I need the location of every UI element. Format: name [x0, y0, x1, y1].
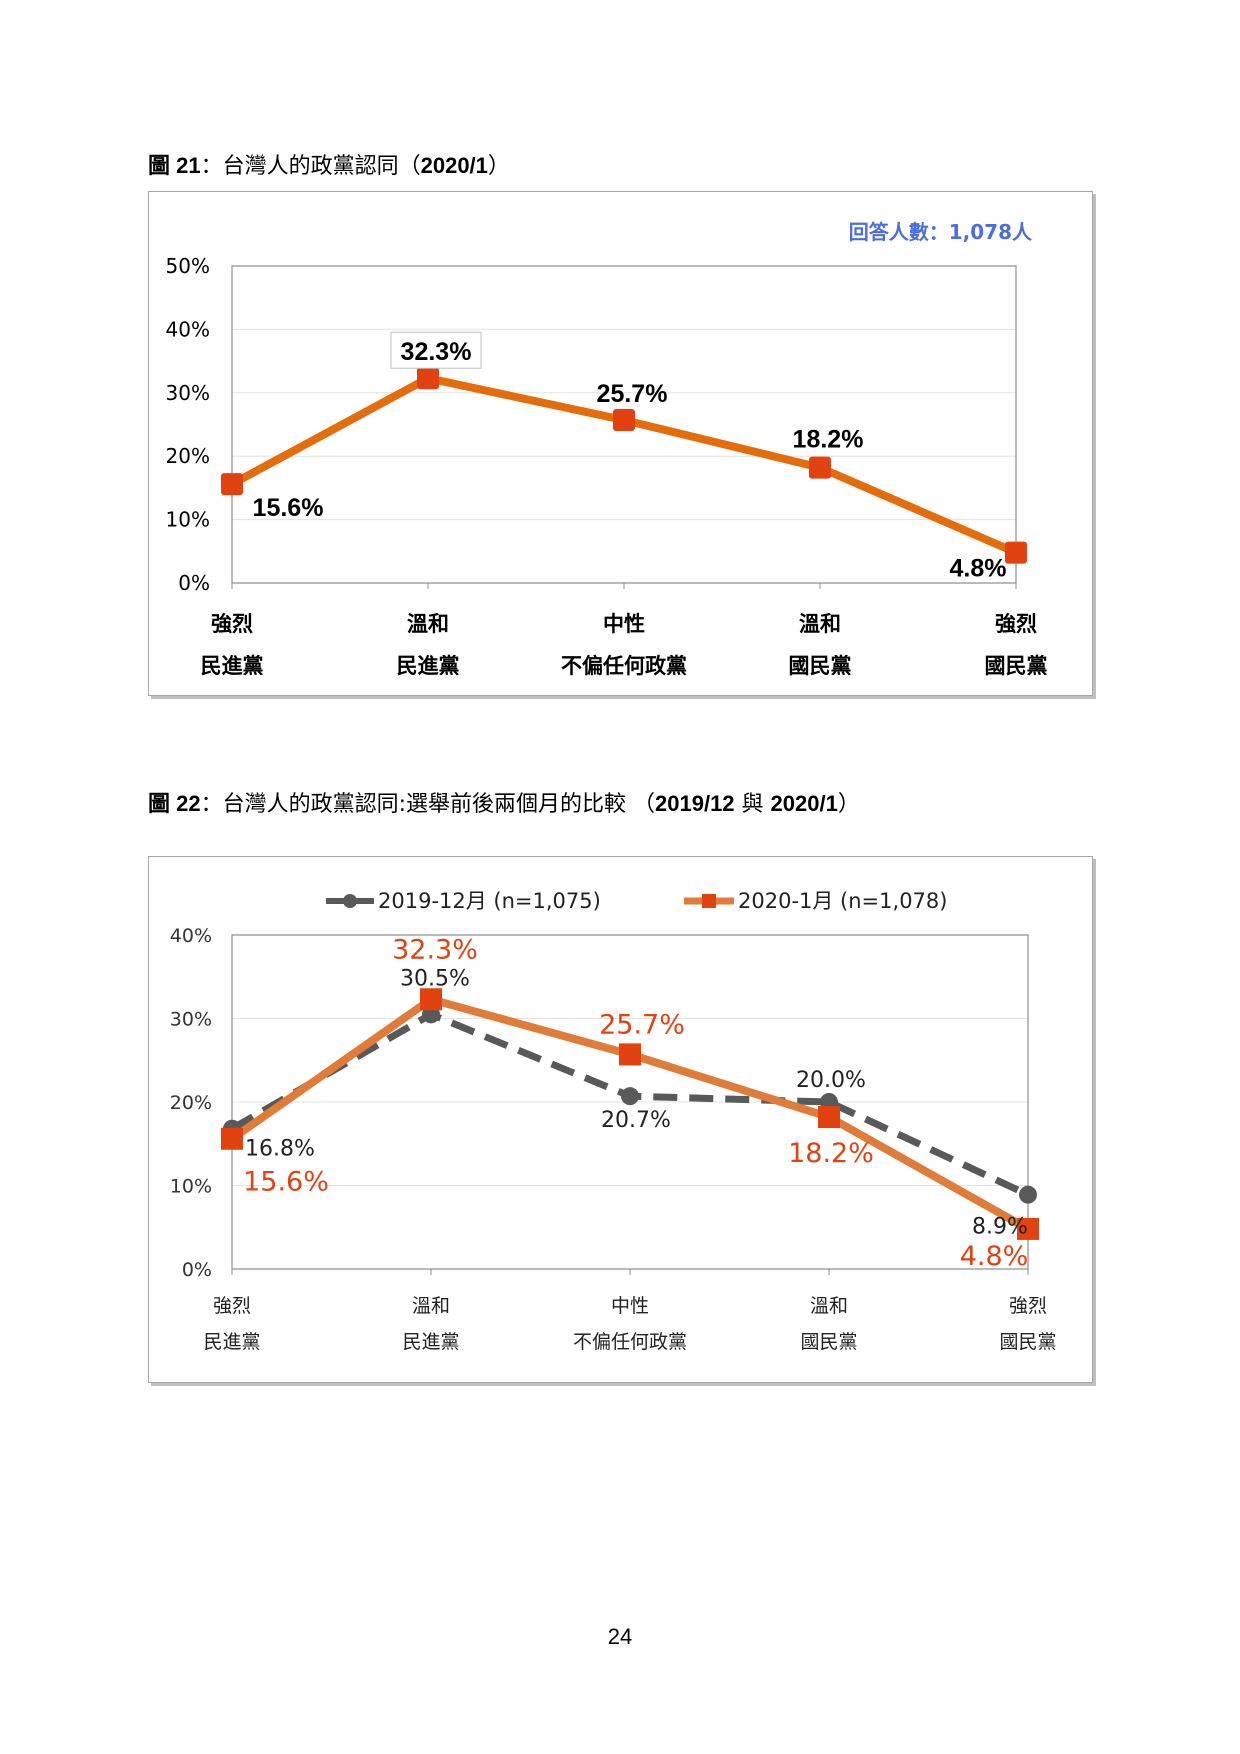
data-point-marker-2020-1 [420, 988, 442, 1011]
data-point-marker [809, 456, 831, 479]
data-point-marker-2020-1 [1017, 1217, 1039, 1240]
figure-1-title: 圖 21：台灣人的政黨認同（2020/1） [148, 148, 510, 180]
legend-label-2019-12: 2019-12月 (n=1,075) [378, 889, 601, 913]
page-number: 24 [607, 1624, 633, 1649]
data-point-marker-2020-1 [619, 1043, 641, 1066]
x-tick-label: 中性 [611, 1295, 649, 1317]
y-tick-label: 0% [182, 1259, 212, 1281]
figure-2-frame [148, 856, 1093, 1383]
data-point-marker-2020-1 [221, 1127, 243, 1150]
y-tick-label: 10% [170, 1176, 212, 1198]
data-label: 32.3% [401, 338, 472, 366]
figure-2-title-mid: 與 [734, 792, 771, 817]
data-label-2020-1: 15.6% [243, 1167, 329, 1198]
x-tick-label: 民進黨 [203, 1331, 260, 1353]
x-tick-label: 民進黨 [397, 654, 460, 678]
x-tick-label: 國民黨 [789, 654, 852, 678]
y-tick-label: 20% [166, 444, 210, 468]
data-label-2019-12: 8.9% [972, 1215, 1028, 1240]
data-label: 15.6% [253, 494, 324, 522]
data-label-2019-12: 20.7% [601, 1108, 671, 1133]
figure-2-title-prefix: 圖 22 [148, 791, 201, 816]
data-label-2020-1: 4.8% [960, 1241, 1029, 1272]
data-point-marker-2019-12 [621, 1087, 639, 1106]
legend-marker-2020-1 [702, 894, 716, 908]
data-label-2020-1: 25.7% [599, 1009, 685, 1040]
data-point-marker [221, 473, 243, 496]
y-tick-label: 40% [166, 317, 210, 341]
x-tick-label: 強烈 [995, 612, 1037, 636]
x-tick-label: 溫和 [799, 612, 841, 636]
figure-2-title-date2: 2020/1 [770, 791, 838, 816]
x-tick-label: 國民黨 [999, 1331, 1056, 1353]
x-tick-label: 溫和 [407, 612, 449, 636]
data-label: 25.7% [597, 380, 668, 408]
x-tick-label: 強烈 [213, 1295, 251, 1317]
y-tick-label: 40% [170, 925, 212, 947]
data-point-marker [417, 367, 439, 390]
legend-marker-2019-12 [343, 894, 357, 908]
legend-label-2020-1: 2020-1月 (n=1,078) [738, 889, 947, 913]
figure-1-title-date: 2020/1 [420, 153, 488, 178]
x-tick-label: 民進黨 [402, 1331, 459, 1353]
x-tick-label: 溫和 [810, 1295, 848, 1317]
x-tick-label: 不偏任何政黨 [573, 1331, 687, 1353]
sample-size-note: 回答人數：1,078人 [849, 220, 1033, 244]
data-label: 4.8% [950, 555, 1007, 583]
x-tick-label: 國民黨 [800, 1331, 857, 1353]
x-tick-label: 民進黨 [201, 654, 264, 678]
y-tick-label: 30% [170, 1009, 212, 1031]
figure-1-title-prefix: 圖 21 [148, 153, 201, 178]
data-point-marker [613, 409, 635, 432]
y-tick-label: 30% [166, 381, 210, 405]
data-label-2019-12: 16.8% [245, 1137, 315, 1162]
y-tick-label: 20% [170, 1092, 212, 1114]
figure-2-title-suffix: ） [837, 792, 860, 817]
data-label-2020-1: 32.3% [392, 934, 478, 965]
x-tick-label: 溫和 [412, 1295, 450, 1317]
y-tick-label: 0% [178, 571, 210, 595]
figure-2-title-date: 2019/12 [655, 791, 735, 816]
figure-1-title-suffix: ） [487, 154, 510, 179]
x-tick-label: 國民黨 [985, 654, 1048, 678]
figure-2-title-text: ：台灣人的政黨認同:選舉前後兩個月的比較 （ [200, 792, 656, 817]
x-tick-label: 不偏任何政黨 [561, 654, 687, 678]
data-point-marker-2020-1 [818, 1106, 840, 1129]
figure-1-title-text: ：台灣人的政黨認同（ [200, 154, 421, 179]
y-tick-label: 50% [166, 254, 210, 278]
x-tick-label: 中性 [603, 612, 645, 636]
figure-2-title: 圖 22：台灣人的政黨認同:選舉前後兩個月的比較 （2019/12 與 2020… [148, 786, 860, 818]
data-label: 18.2% [793, 426, 864, 454]
x-tick-label: 強烈 [211, 612, 253, 636]
data-label-2020-1: 18.2% [788, 1138, 874, 1169]
data-label-2019-12: 20.0% [796, 1068, 866, 1093]
data-point-marker-2019-12 [1019, 1185, 1037, 1204]
data-label-2019-12: 30.5% [400, 966, 470, 991]
y-tick-label: 10% [166, 508, 210, 532]
x-tick-label: 強烈 [1009, 1295, 1047, 1317]
data-point-marker [1005, 541, 1027, 564]
data-label-box [390, 331, 482, 369]
